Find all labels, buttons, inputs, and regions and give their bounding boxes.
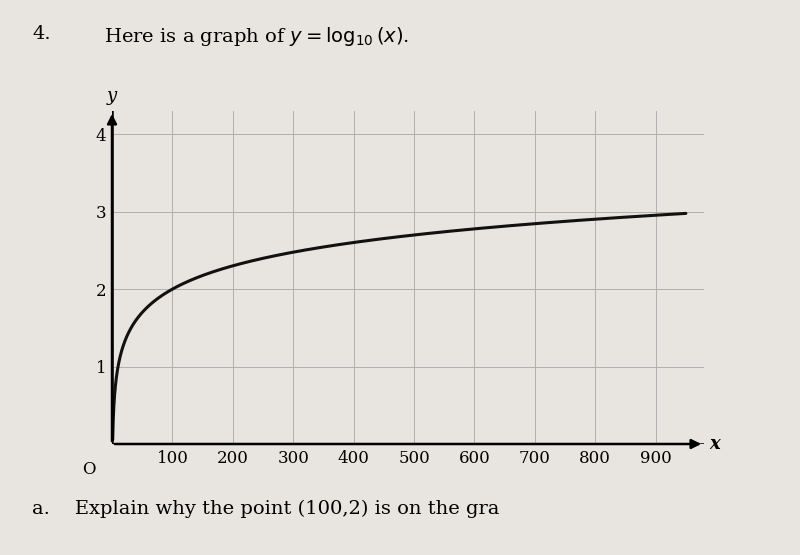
Text: 4.: 4. xyxy=(32,25,50,43)
Text: a.    Explain why the point (100,2) is on the gra: a. Explain why the point (100,2) is on t… xyxy=(32,500,499,518)
Text: Here is a graph of $y = \log_{10}(x)$.: Here is a graph of $y = \log_{10}(x)$. xyxy=(104,25,410,48)
Text: O: O xyxy=(82,461,96,478)
Text: y: y xyxy=(107,87,117,105)
Text: x: x xyxy=(709,435,719,453)
